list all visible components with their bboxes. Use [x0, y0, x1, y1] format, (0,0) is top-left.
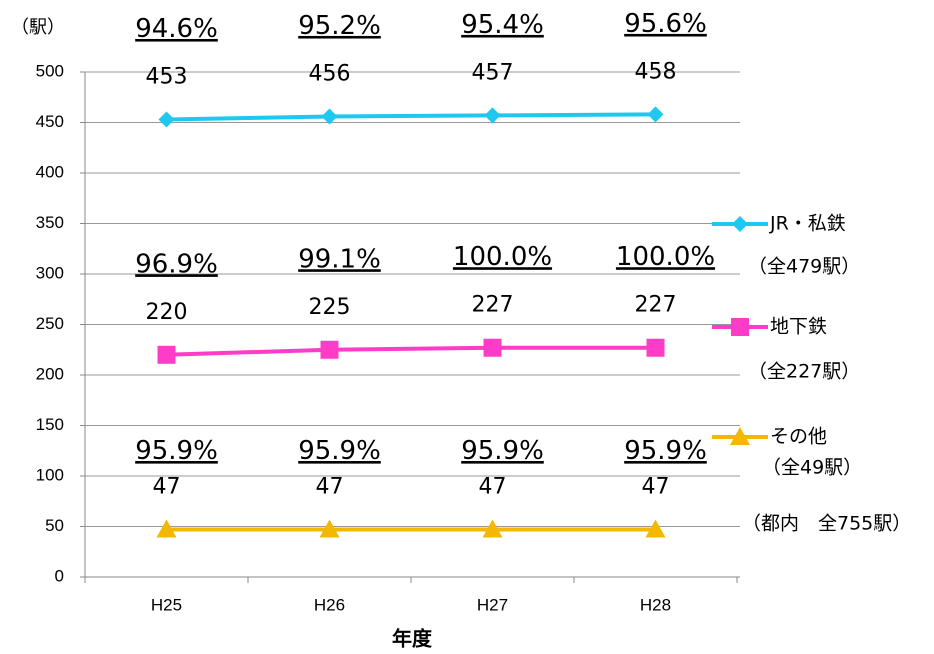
- data-label: 458: [635, 59, 677, 84]
- data-label: 47: [153, 475, 181, 500]
- legend-label: その他: [770, 426, 827, 448]
- rate-label: 100.0%: [453, 242, 552, 272]
- y-tick-label: 350: [36, 213, 64, 232]
- point: [320, 340, 339, 359]
- data-label: 225: [309, 295, 351, 320]
- data-label: 227: [635, 293, 677, 318]
- y-tick-label: 200: [36, 364, 64, 383]
- legend-marker: [732, 216, 748, 232]
- legend-marker: [730, 427, 750, 445]
- point: [319, 519, 340, 538]
- y-tick-label: 450: [36, 112, 64, 131]
- y-tick-label: 0: [55, 566, 64, 585]
- rate-label: 95.6%: [624, 9, 707, 39]
- point: [158, 111, 175, 128]
- data-label: 220: [146, 300, 188, 325]
- y-tick-label: 150: [36, 415, 64, 434]
- y-tick-label: 500: [36, 61, 64, 80]
- point: [157, 345, 176, 364]
- point: [646, 338, 665, 357]
- data-label: 453: [146, 64, 188, 89]
- legend-note: （全49駅）: [762, 457, 862, 479]
- legend-label: 地下鉄: [770, 316, 827, 338]
- data-label: 47: [642, 475, 670, 500]
- note: （都内 全755駅）: [742, 513, 911, 535]
- y-tick-label: 250: [36, 314, 64, 333]
- point: [645, 519, 666, 538]
- rate-label: 94.6%: [135, 14, 218, 44]
- x-tick-label: H28: [640, 595, 671, 614]
- data-label: 227: [472, 293, 514, 318]
- y-axis-label: （駅）: [11, 17, 65, 38]
- x-tick-label: H27: [477, 595, 508, 614]
- data-label: 456: [309, 61, 351, 86]
- rate-label: 100.0%: [616, 242, 715, 272]
- rate-label: 95.9%: [624, 436, 707, 466]
- rate-label: 95.4%: [461, 10, 544, 40]
- x-axis-label: 年度: [392, 627, 433, 651]
- data-label: 47: [316, 475, 344, 500]
- point: [484, 107, 501, 124]
- rate-label: 95.9%: [135, 436, 218, 466]
- series-line: [166, 345, 656, 357]
- rate-label: 95.9%: [298, 436, 381, 466]
- point: [156, 519, 177, 538]
- y-tick-label: 50: [45, 516, 64, 535]
- y-tick-label: 100: [36, 465, 64, 484]
- data-label: 457: [472, 60, 514, 85]
- point: [321, 108, 338, 125]
- rate-label: 96.9%: [135, 249, 218, 279]
- y-tick-label: 400: [36, 162, 64, 181]
- series-line: [166, 112, 656, 122]
- legend-marker: [731, 318, 749, 336]
- rate-label: 99.1%: [298, 244, 381, 274]
- rate-label: 95.9%: [461, 436, 544, 466]
- point: [483, 338, 502, 357]
- legend-label: JR・私鉄: [769, 213, 846, 235]
- legend-note: （全227駅）: [748, 361, 860, 383]
- x-tick-label: H26: [314, 595, 345, 614]
- point: [482, 519, 503, 538]
- rate-label: 95.2%: [298, 11, 381, 41]
- data-label: 47: [479, 475, 507, 500]
- y-tick-label: 300: [36, 263, 64, 282]
- x-tick-label: H25: [151, 595, 182, 614]
- legend-note: （全479駅）: [748, 256, 860, 278]
- point: [647, 106, 664, 123]
